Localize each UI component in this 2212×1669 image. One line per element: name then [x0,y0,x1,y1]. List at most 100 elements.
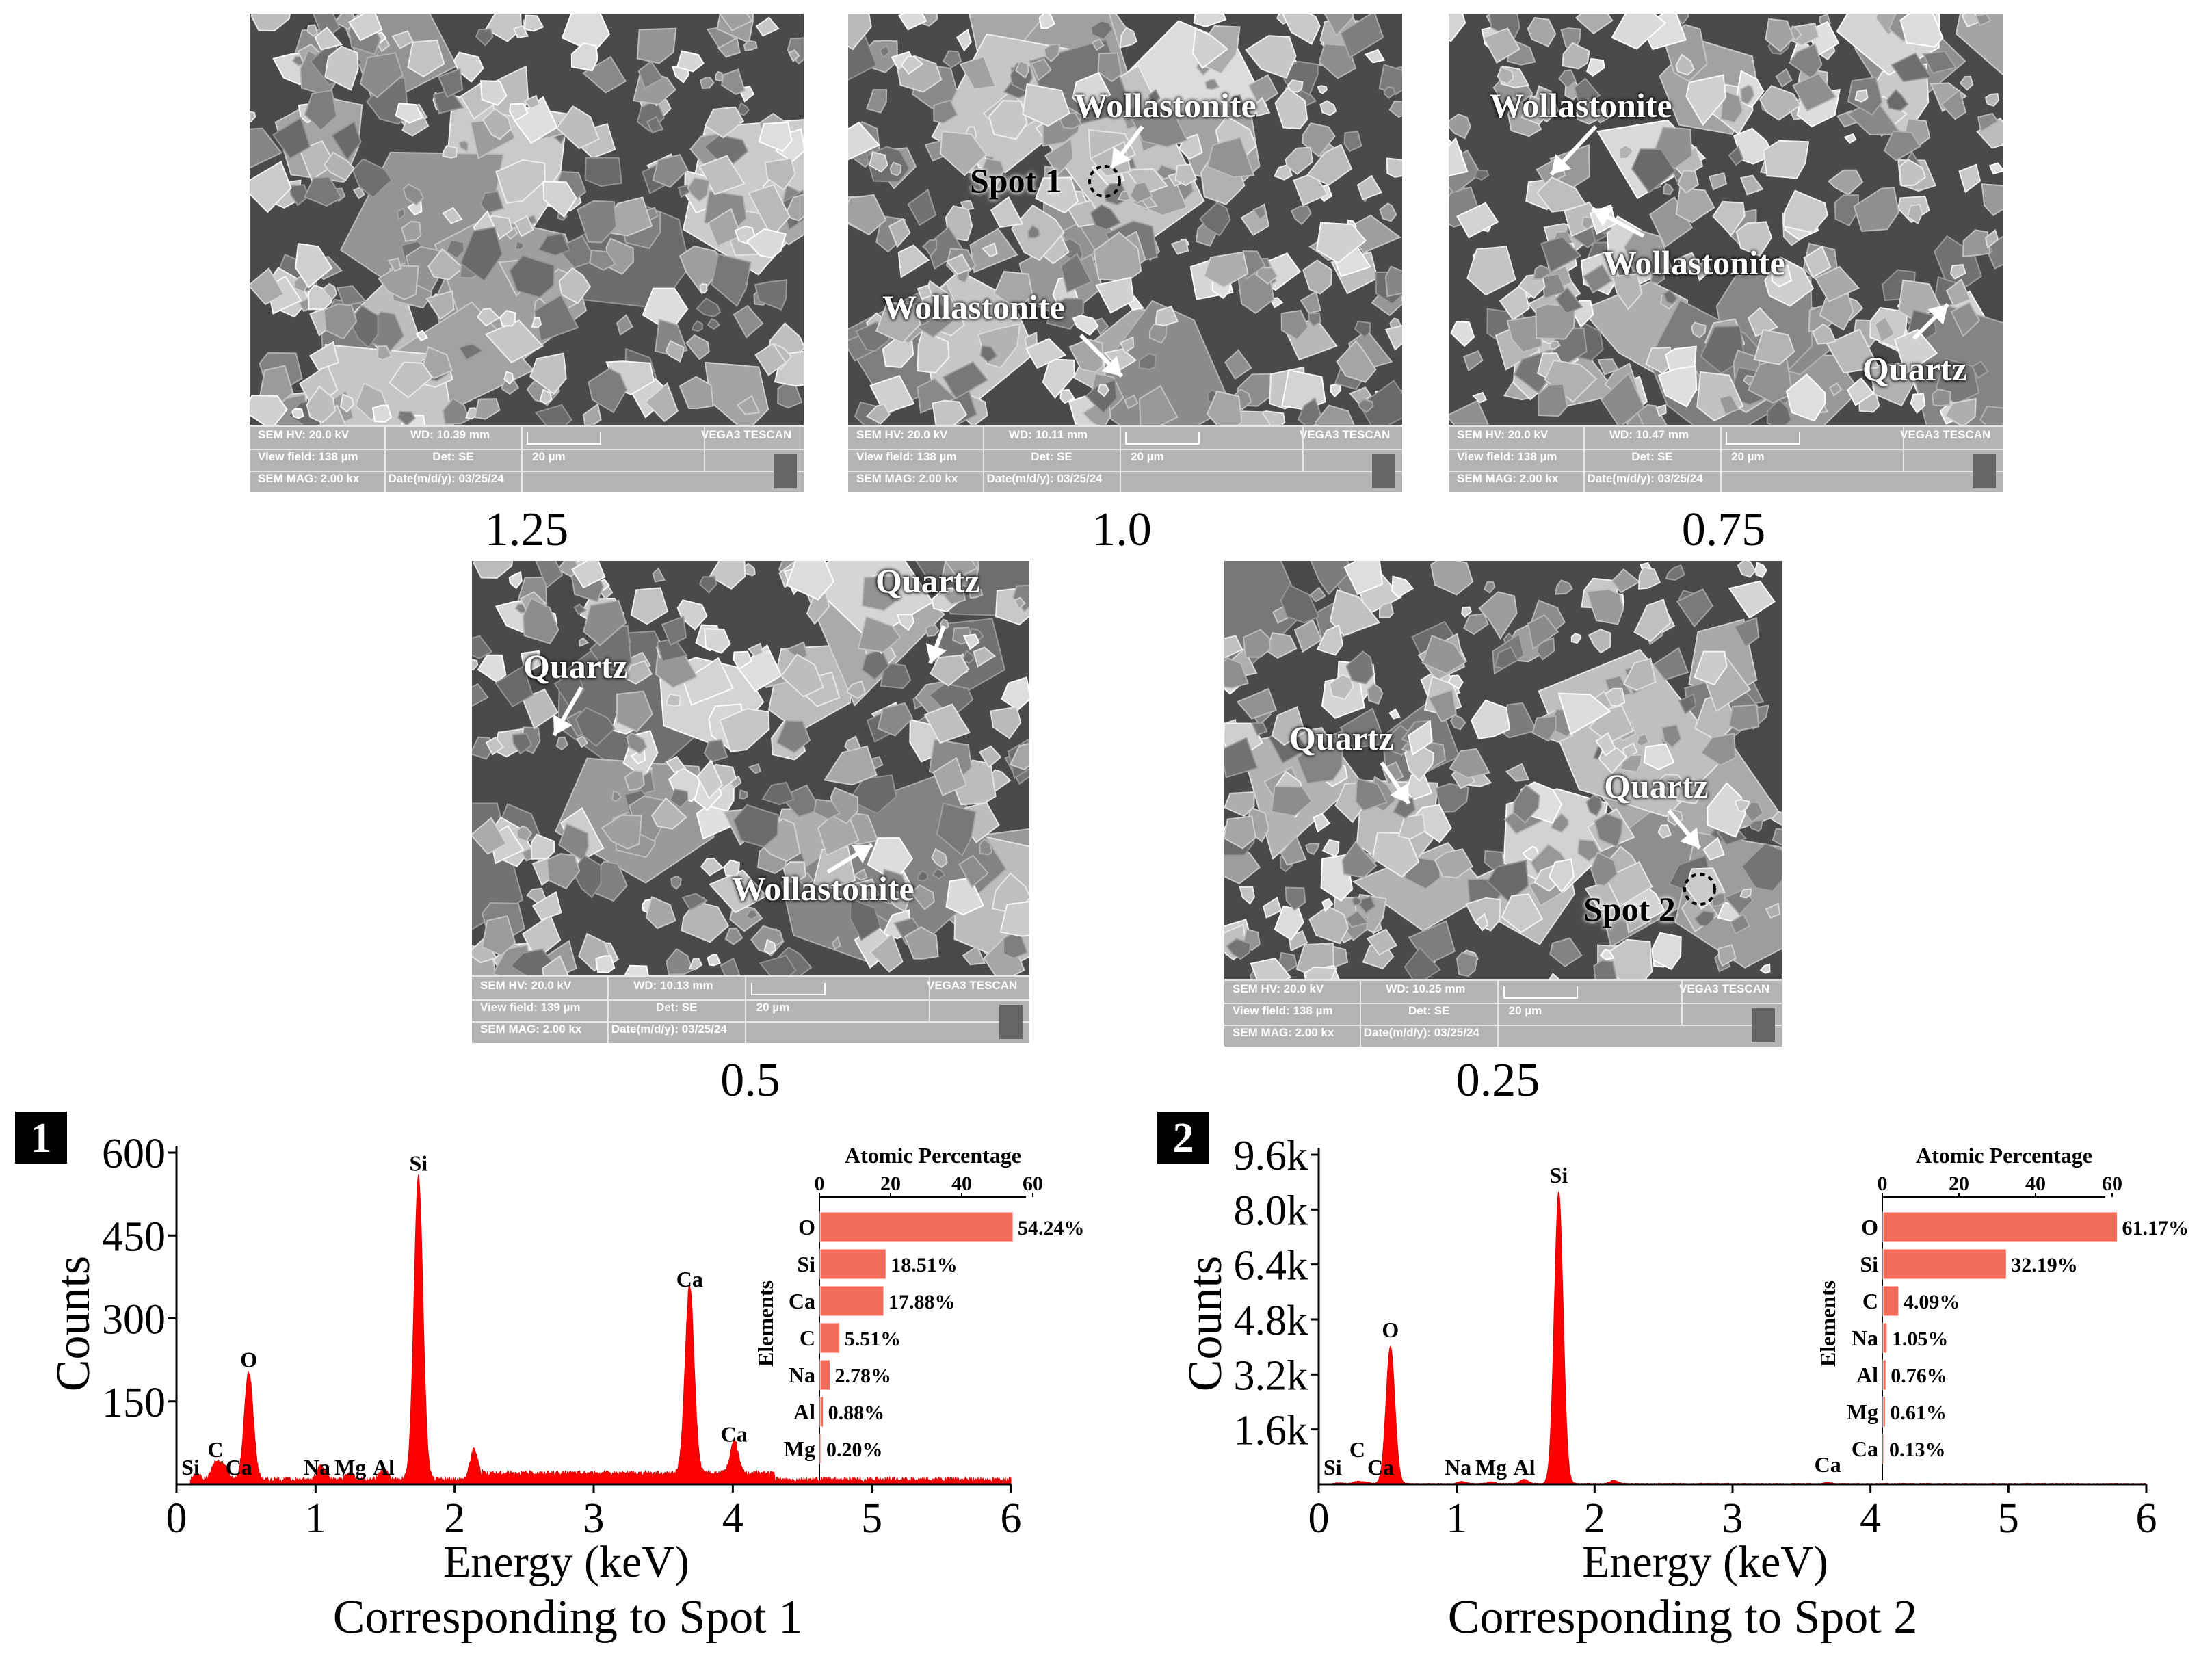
sample-ratio-label: 1.0 [1092,503,1152,556]
x-tick-label: 0 [166,1495,187,1542]
x-tick-label: 4 [1860,1495,1881,1542]
sem-info-row: SEM MAG: 2.00 kx Date(m/d/y): 03/25/24 [472,1021,1029,1043]
inset-x-tick-label: 40 [951,1172,972,1195]
sem-info-row: SEM HV: 20.0 kV WD: 10.13 mm VEGA3 TESCAN [472,977,1029,1001]
sem-info-scale: 20 µm [756,1001,790,1014]
annotation-arrowhead [553,714,572,735]
inset-x-tick-label: 20 [1949,1172,1969,1195]
x-tick-label: 3 [583,1495,605,1542]
sem-image-3: Wollastonite Wollastonite Quartz SEM HV: 20… [1449,14,2003,492]
x-tick-label: 0 [1308,1495,1330,1542]
sem-info-mag: SEM MAG: 2.00 kx [856,472,958,485]
sem-info-row: SEM MAG: 2.00 kx Date(m/d/y): 03/25/24 [250,471,804,492]
inset-y-axis-title: Elements [753,1280,778,1367]
inset-element-label: C [800,1326,815,1350]
inset-element-label: Mg [784,1436,815,1461]
x-tick-label: 6 [1001,1495,1022,1542]
mineral-label: Quartz [1604,767,1709,805]
mineral-label: Wollastonite [1490,86,1672,124]
y-axis-title: Counts [1179,1256,1232,1391]
eds-caption-1: Corresponding to Spot 1 [332,1591,803,1644]
annotation-arrowhead [1111,146,1131,168]
sem-info-divider [1681,981,1683,1025]
y-tick-label: 1.6k [1234,1408,1308,1454]
inset-element-label: Ca [1852,1436,1878,1461]
sem-particle-texture [472,561,1029,977]
inset-x-tick-label: 60 [2102,1172,2122,1195]
sem-info-view-field: View field: 138 µm [856,450,957,463]
inset-element-label: O [798,1215,815,1239]
sem-info-brand: VEGA3 TESCAN [927,979,1018,992]
mineral-label: Quartz [1862,350,1967,388]
sample-ratio-label: 0.5 [720,1054,780,1107]
inset-element-label: Si [797,1252,815,1276]
inset-value-label: 54.24% [1018,1217,1085,1239]
inset-value-label: 5.51% [845,1328,901,1350]
x-tick-label: 1 [1446,1495,1467,1542]
inset-value-label: 32.19% [2011,1254,2078,1276]
tescan-logo-icon [774,454,797,488]
sem-info-det: Det: SE [1031,450,1072,463]
inset-bar [819,1396,824,1428]
annotation-arrowhead [1390,783,1409,804]
sem-image-1: SEM HV: 20.0 kV WD: 10.39 mm VEGA3 TESCAN V… [250,14,804,492]
sem-info-mag: SEM MAG: 2.00 kx [258,472,360,485]
sem-info-divider [745,977,747,1043]
inset-x-tick-label: 20 [880,1172,901,1195]
mineral-label: Wollastonite [882,288,1065,326]
annotation-arrowhead [1551,154,1572,174]
inset-x-tick-label: 60 [1023,1172,1043,1195]
x-tick-label: 3 [1722,1495,1743,1542]
sem-info-divider [704,427,706,471]
inset-element-label: O [1861,1215,1878,1239]
peak-label: O [240,1347,257,1371]
peak-label: Si [409,1151,427,1175]
sem-info-row: SEM MAG: 2.00 kx Date(m/d/y): 03/25/24 [1449,471,2003,492]
peak-label: Al [1513,1455,1535,1480]
sem-info-scale: 20 µm [1508,1004,1542,1017]
y-tick-label: 150 [102,1380,166,1426]
inset-value-label: 4.09% [1904,1291,1960,1313]
sem-info-bar: SEM HV: 20.0 kV WD: 10.39 mm VEGA3 TESCAN V… [250,425,804,492]
peak-label: Ca [1815,1452,1841,1477]
sem-info-mag: SEM MAG: 2.00 kx [1457,472,1559,485]
sem-particle-texture [1449,14,2003,427]
sem-info-row: View field: 138 µm Det: SE 20 µm [848,449,1402,472]
sem-info-det: Det: SE [1408,1004,1450,1017]
sem-image-2: Wollastonite Wollastonite Spot 1 SEM HV: 20… [848,14,1402,492]
sample-ratio-label: 0.25 [1456,1054,1540,1107]
inset-y-axis-title: Elements [1815,1280,1840,1367]
scale-bar [1503,986,1579,999]
x-tick-label: 5 [1998,1495,2019,1542]
inset-bar [1882,1285,1899,1317]
y-tick-label: 6.4k [1234,1243,1308,1289]
sem-info-row: View field: 138 µm Det: SE 20 µm [1224,1003,1782,1026]
sem-info-divider [384,427,386,492]
sem-info-scale: 20 µm [1131,450,1164,463]
annotation-arrowhead [1927,304,1948,325]
sem-info-row: SEM HV: 20.0 kV WD: 10.47 mm VEGA3 TESCAN [1449,427,2003,450]
mineral-label: Wollastonite [1603,244,1785,282]
scale-bar [527,432,602,445]
peak-label: Ca [226,1455,252,1480]
sem-info-row: SEM HV: 20.0 kV WD: 10.25 mm VEGA3 TESCAN [1224,981,1782,1004]
eds-caption-2: Corresponding to Spot 2 [1447,1591,1918,1644]
peak-label: Ca [1367,1455,1394,1480]
x-tick-label: 5 [861,1495,882,1542]
peak-label: Si [1324,1455,1342,1480]
sem-info-wd: WD: 10.39 mm [410,428,490,441]
sem-particle-texture [250,14,804,427]
annotation-arrowhead [1592,207,1614,227]
eds-spectrum-area [189,1174,1012,1485]
inset-value-label: 0.13% [1889,1438,1946,1461]
sem-info-brand: VEGA3 TESCAN [1679,982,1770,995]
sem-info-divider [982,427,984,492]
sem-info-hv: SEM HV: 20.0 kV [258,428,350,441]
inset-bar [1882,1322,1888,1354]
spot-marker-circle [1683,873,1716,906]
inset-bar [819,1359,830,1391]
peak-label: Na [1445,1455,1471,1480]
sem-info-wd: WD: 10.47 mm [1609,428,1689,441]
sem-info-brand: VEGA3 TESCAN [1300,428,1391,441]
sem-info-divider [1720,427,1722,492]
